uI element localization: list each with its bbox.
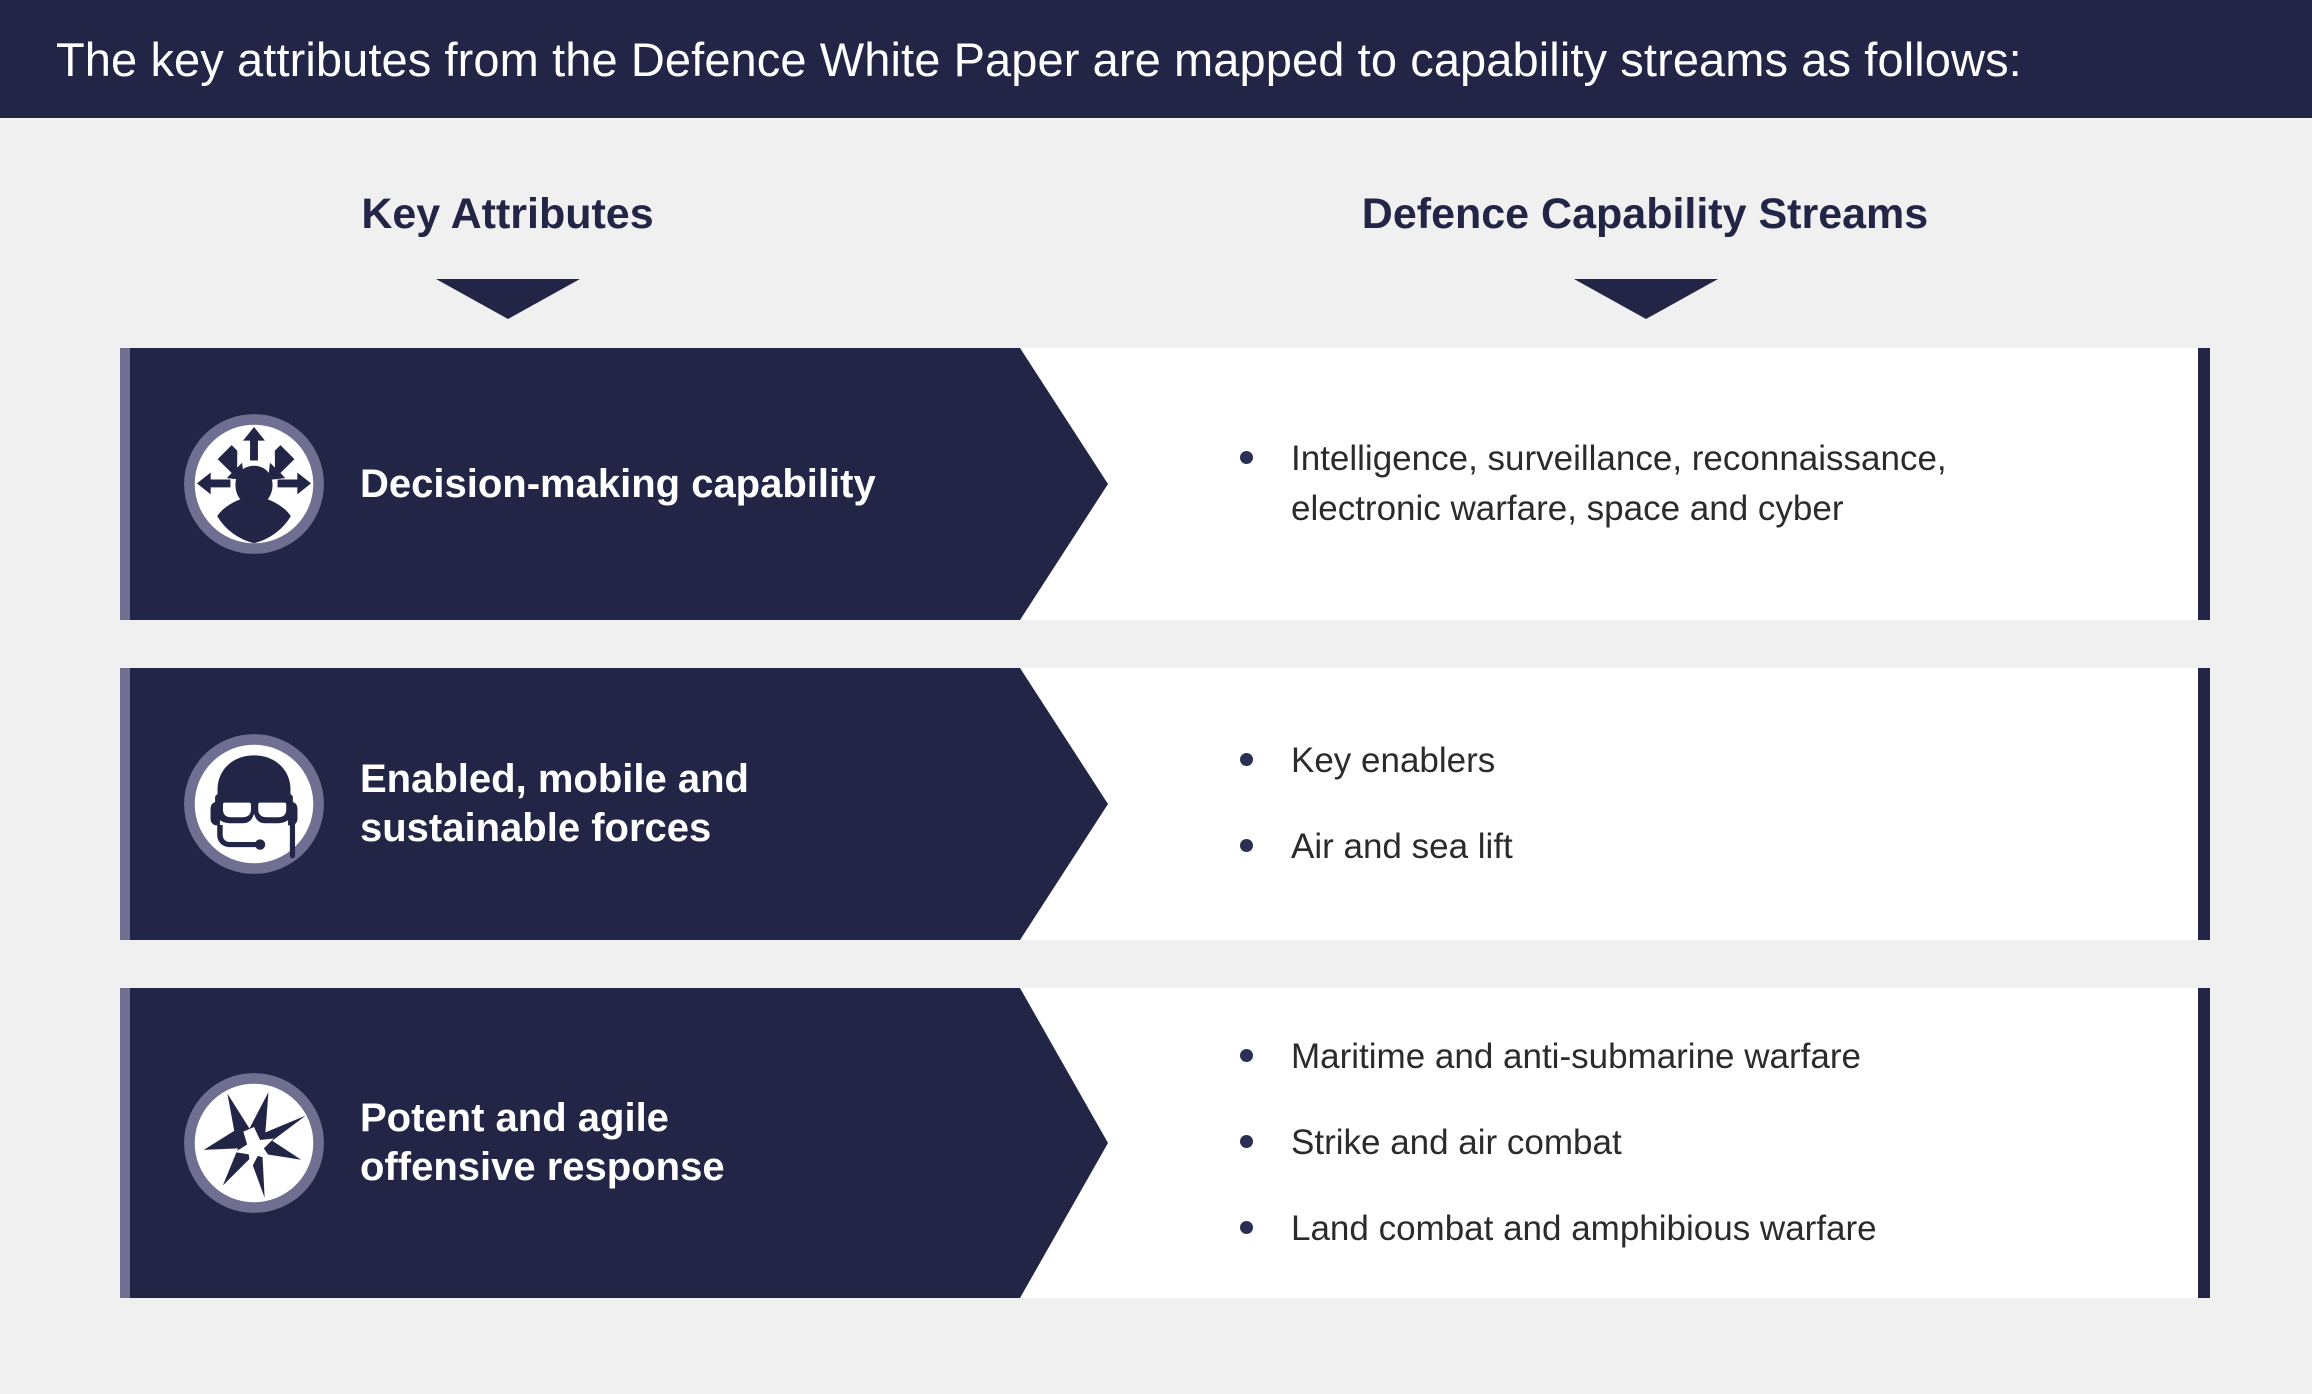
list-item: Maritime and anti-submarine warfare xyxy=(1240,1032,2170,1082)
decision-person-arrows-icon xyxy=(178,408,330,560)
page-title: The key attributes from the Defence Whit… xyxy=(56,32,2022,86)
bullet-label: Key enablers xyxy=(1291,741,1496,781)
column-heading-capability-streams: Defence Capability Streams xyxy=(1361,190,1929,238)
row-bullet-list: Key enablers Air and sea lift xyxy=(1240,668,2170,940)
row-accent-stripe xyxy=(120,348,130,620)
bullet-label: Air and sea lift xyxy=(1291,827,1513,866)
row-bullet-list: Maritime and anti-submarine warfare Stri… xyxy=(1240,988,2170,1298)
row-arrow-band: Enabled, mobile and sustainable forces xyxy=(130,668,1108,940)
row-arrow-band: Potent and agile offensive response xyxy=(130,988,1108,1298)
capability-row: Maritime and anti-submarine warfare Stri… xyxy=(120,988,2210,1298)
row-accent-stripe xyxy=(120,668,130,940)
bullet-label: Intelligence, surveillance, reconnaissan… xyxy=(1291,439,1947,528)
bullet-label: Land combat and amphibious warfare xyxy=(1291,1208,1877,1248)
row-attribute-label: Potent and agile offensive response xyxy=(360,1096,725,1189)
bullet-label: Maritime and anti-submarine warfare xyxy=(1291,1037,1861,1077)
bullet-dot-icon xyxy=(1240,753,1253,767)
row-accent-stripe xyxy=(120,988,130,1298)
list-item: Strike and air combat xyxy=(1240,1118,2170,1168)
row-attribute-label: Decision-making capability xyxy=(360,461,876,506)
row-end-bar xyxy=(2198,988,2210,1298)
down-triangle-icon-right xyxy=(1574,279,1718,319)
row-end-bar xyxy=(2198,668,2210,940)
capability-row: Key enablers Air and sea lift xyxy=(120,668,2210,940)
bullet-dot-icon xyxy=(1240,1049,1253,1063)
bullet-dot-icon xyxy=(1240,839,1253,852)
bullet-dot-icon xyxy=(1240,1135,1253,1149)
capability-row: Intelligence, surveillance, reconnaissan… xyxy=(120,348,2210,620)
list-item: Air and sea lift xyxy=(1240,822,2170,872)
row-arrow-band: Decision-making capability xyxy=(130,348,1108,620)
bullet-dot-icon xyxy=(1240,1220,1253,1234)
helmet-goggles-headset-icon xyxy=(178,728,330,880)
row-attribute-label: Enabled, mobile and sustainable forces xyxy=(360,757,749,850)
list-item: Land combat and amphibious warfare xyxy=(1240,1204,2170,1254)
list-item: Intelligence, surveillance, reconnaissan… xyxy=(1240,434,2170,533)
header-banner: The key attributes from the Defence Whit… xyxy=(0,0,2312,118)
list-item: Key enablers xyxy=(1240,736,2170,786)
row-bullet-list: Intelligence, surveillance, reconnaissan… xyxy=(1240,348,2170,620)
bullet-dot-icon xyxy=(1240,451,1253,465)
down-triangle-icon-left xyxy=(436,279,580,319)
row-end-bar xyxy=(2198,348,2210,620)
column-heading-key-attributes: Key Attributes xyxy=(361,190,654,238)
bullet-label: Strike and air combat xyxy=(1291,1123,1622,1163)
explosion-burst-icon xyxy=(178,1067,330,1219)
